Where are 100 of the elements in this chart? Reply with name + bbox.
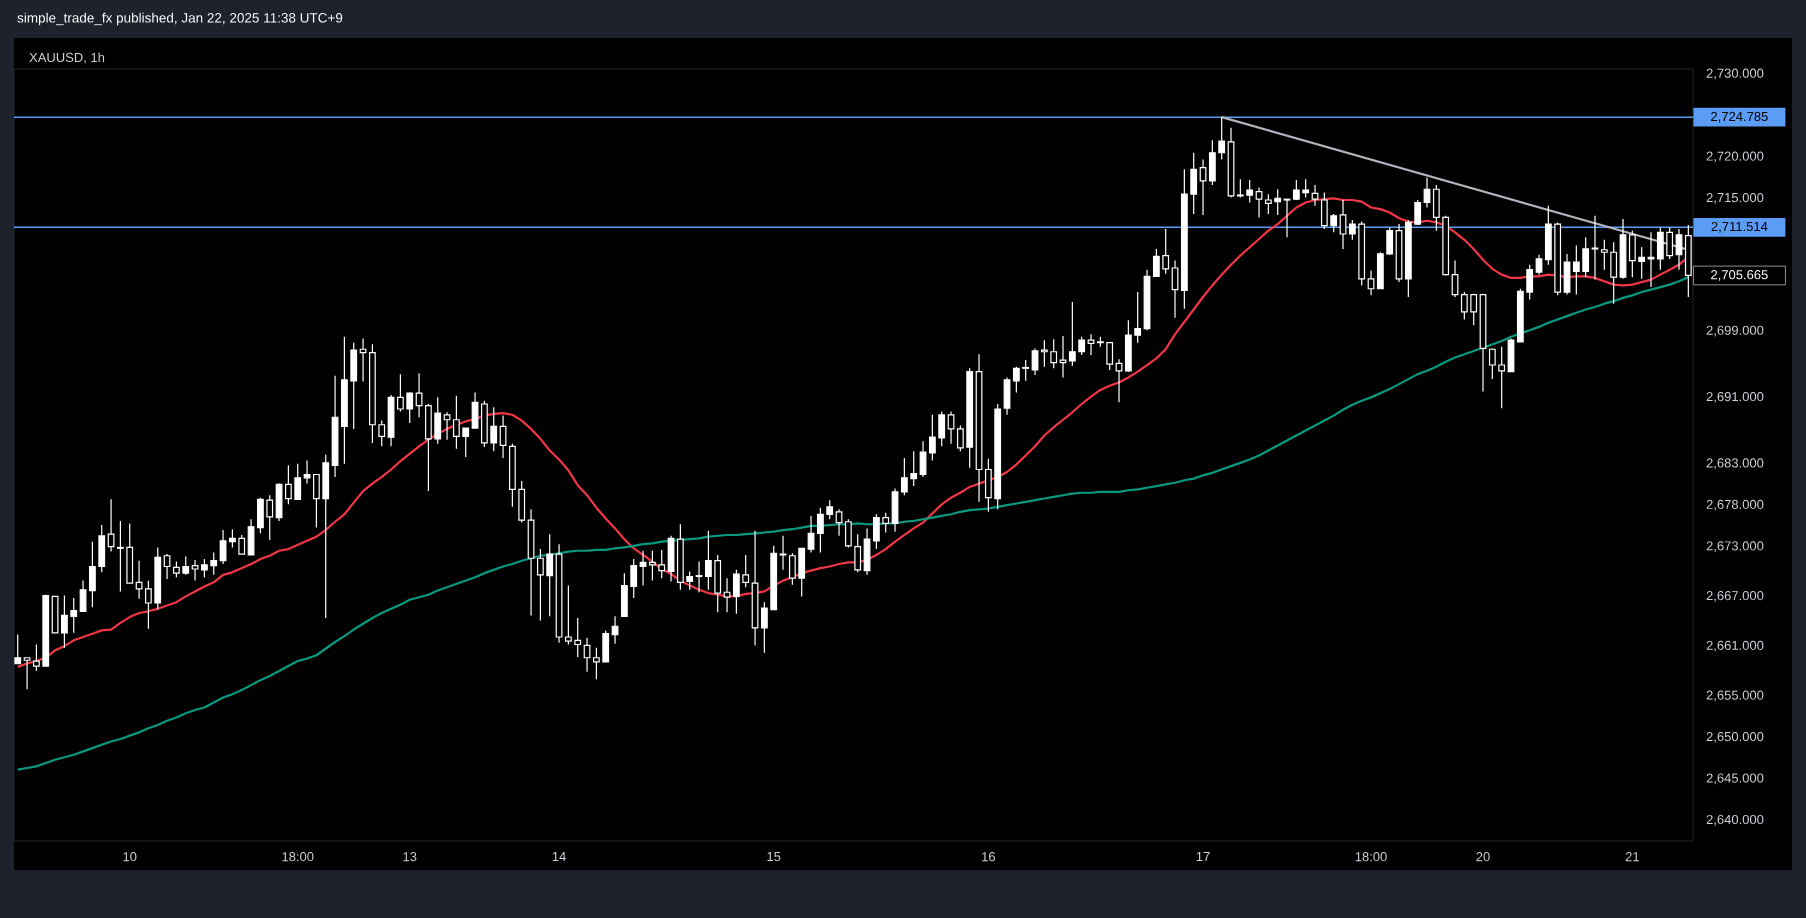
candlestick bbox=[229, 528, 236, 549]
candlestick bbox=[1012, 366, 1020, 393]
candlestick bbox=[210, 551, 218, 576]
candlestick bbox=[452, 395, 460, 450]
candlestick bbox=[396, 373, 404, 413]
candlestick bbox=[564, 585, 572, 646]
ref-line-label: 2,711.514 bbox=[1711, 221, 1768, 233]
candlestick bbox=[1162, 228, 1170, 275]
candlestick bbox=[835, 508, 843, 537]
y-tick-label: 2,678.000 bbox=[1706, 499, 1764, 511]
x-tick-label: 13 bbox=[403, 852, 417, 862]
candlestick bbox=[1274, 188, 1282, 216]
x-tick-label: 10 bbox=[123, 852, 137, 862]
candlestick bbox=[1078, 336, 1086, 356]
candlestick bbox=[872, 513, 880, 550]
candlestick bbox=[238, 534, 246, 555]
candlestick bbox=[546, 533, 554, 617]
candlestick bbox=[1591, 215, 1599, 281]
candlestick bbox=[284, 464, 292, 505]
candlestick bbox=[1460, 291, 1468, 321]
candlestick bbox=[900, 457, 908, 496]
candlestick bbox=[1050, 338, 1058, 369]
candlestick bbox=[1526, 264, 1534, 301]
x-tick-label: 18:00 bbox=[1355, 852, 1387, 862]
candlestick bbox=[1283, 198, 1291, 238]
candlestick bbox=[882, 512, 890, 534]
candlestick bbox=[200, 558, 208, 578]
candlestick bbox=[1386, 226, 1394, 256]
text: simple_trade_fx published, Jan 22, 2025 11:38 UTC+9 bbox=[17, 12, 343, 26]
candlestick bbox=[1666, 226, 1674, 260]
candlestick bbox=[219, 529, 227, 565]
candlestick bbox=[1264, 193, 1272, 215]
candlestick bbox=[1152, 248, 1160, 277]
candlestick bbox=[1535, 254, 1543, 276]
y-tick-label: 2,661.000 bbox=[1706, 640, 1764, 652]
candlestick bbox=[947, 410, 955, 445]
candlestick bbox=[163, 553, 171, 580]
candlestick bbox=[1339, 199, 1347, 250]
y-tick-label: 2,720.000 bbox=[1706, 151, 1764, 163]
candlestick bbox=[826, 499, 834, 520]
x-tick-label: 14 bbox=[552, 852, 566, 862]
x-tick-label: 18:00 bbox=[282, 852, 314, 862]
candlestick bbox=[592, 647, 600, 680]
candlestick bbox=[1199, 158, 1207, 216]
candlestick bbox=[14, 633, 22, 665]
candlestick bbox=[1600, 239, 1608, 271]
candlestick bbox=[630, 558, 638, 599]
candlestick bbox=[1311, 184, 1319, 207]
candlestick bbox=[378, 419, 386, 447]
candlestick bbox=[536, 548, 544, 622]
candlestick bbox=[742, 554, 750, 588]
candlestick bbox=[266, 494, 274, 541]
candlestick bbox=[33, 643, 40, 672]
candlestick bbox=[1171, 259, 1179, 319]
candlestick bbox=[406, 391, 414, 424]
ref-line-label: 2,724.785 bbox=[1711, 111, 1768, 123]
candlestick bbox=[303, 459, 311, 485]
candlestick bbox=[919, 440, 927, 478]
candlestick bbox=[938, 410, 946, 447]
candlestick bbox=[583, 637, 591, 673]
candlestick bbox=[294, 463, 302, 500]
candlestick bbox=[1022, 359, 1030, 382]
y-tick-label: 2,715.000 bbox=[1706, 193, 1764, 204]
candlestick bbox=[1246, 179, 1254, 204]
candlestick bbox=[415, 372, 423, 418]
candlestick bbox=[1068, 301, 1076, 367]
candlestick bbox=[658, 549, 666, 579]
candlestick bbox=[1348, 219, 1356, 241]
candlestick bbox=[1059, 335, 1067, 379]
x-tick-label: 17 bbox=[1196, 852, 1210, 862]
candlestick bbox=[956, 424, 964, 452]
candlestick bbox=[779, 535, 787, 571]
candlestick bbox=[1582, 236, 1590, 278]
candlestick bbox=[686, 570, 694, 591]
x-tick-label: 21 bbox=[1625, 852, 1639, 862]
candlestick bbox=[732, 569, 740, 615]
candlestick bbox=[910, 450, 918, 487]
candlestick bbox=[1647, 231, 1655, 288]
candlestick bbox=[648, 550, 656, 582]
candlestick bbox=[135, 560, 143, 600]
candlestick bbox=[70, 597, 78, 634]
x-tick-label: 15 bbox=[767, 852, 781, 862]
candlestick bbox=[816, 507, 824, 554]
y-tick-label: 2,640.000 bbox=[1706, 814, 1764, 826]
candlestick bbox=[788, 552, 796, 586]
y-tick-label: 2,699.000 bbox=[1706, 325, 1764, 337]
candlestick bbox=[1488, 347, 1496, 380]
candlestick bbox=[760, 601, 768, 654]
candlestick bbox=[1414, 199, 1422, 226]
candlestick bbox=[1236, 178, 1244, 199]
candlestick bbox=[107, 498, 115, 553]
candlestick bbox=[695, 560, 703, 593]
candlestick bbox=[61, 594, 68, 649]
y-tick-label: 2,667.000 bbox=[1706, 591, 1764, 602]
chart-title: XAUUSD, 1h bbox=[29, 52, 105, 64]
y-tick-label: 2,645.000 bbox=[1706, 773, 1764, 785]
x-tick-label: 16 bbox=[982, 852, 996, 862]
candlestick bbox=[854, 533, 862, 573]
y-tick-label: 2,730.000 bbox=[1706, 68, 1764, 80]
y-tick-label: 2,655.000 bbox=[1706, 690, 1764, 702]
